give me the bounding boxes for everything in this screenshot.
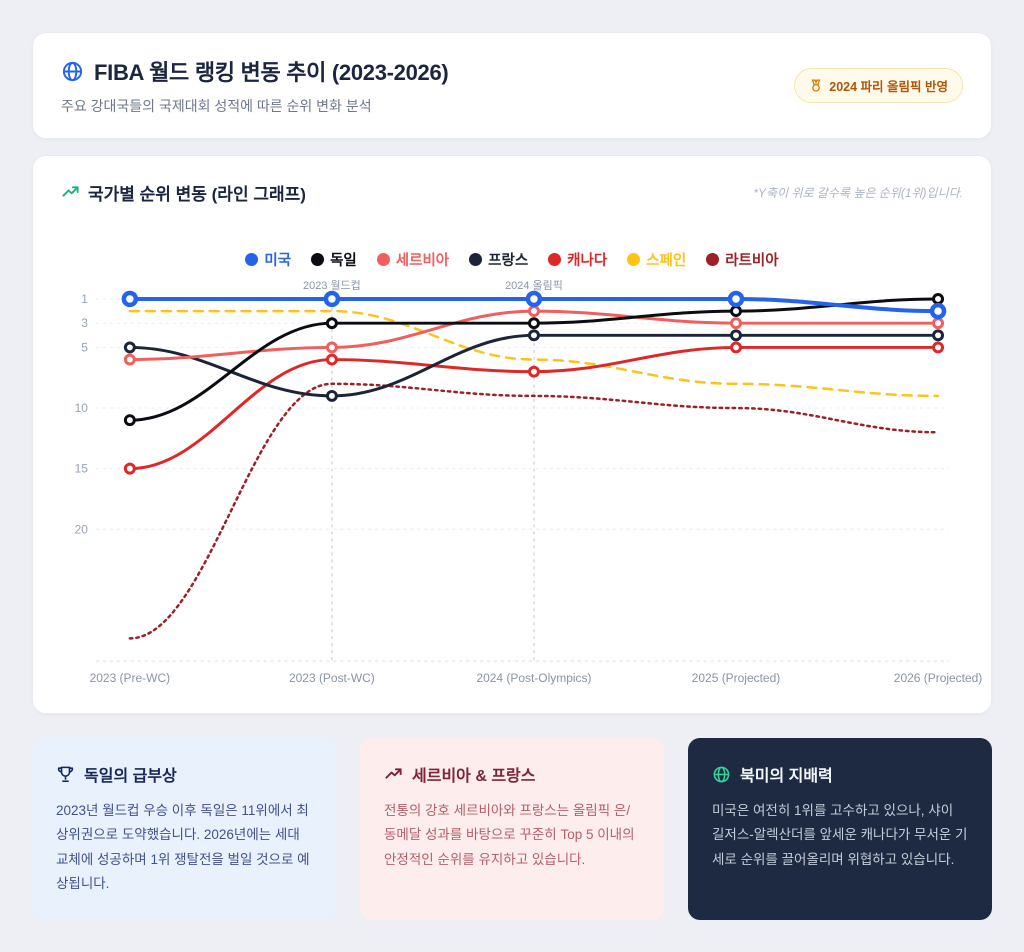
data-point[interactable] xyxy=(525,290,543,308)
y-tick-label: 15 xyxy=(75,462,89,476)
ranking-line-chart: 1 3 5 10 15 20 2023 월드컵 2024 올림픽 2023 (Pre-WC) 20… xyxy=(75,279,983,685)
data-point[interactable] xyxy=(123,462,136,475)
data-point[interactable] xyxy=(527,365,540,378)
data-point[interactable] xyxy=(325,317,338,330)
data-point[interactable] xyxy=(325,389,338,402)
y-tick-label: 10 xyxy=(75,401,89,415)
globe-icon xyxy=(61,60,84,83)
data-point[interactable] xyxy=(730,305,742,318)
data-point[interactable] xyxy=(123,414,136,427)
legend-dot xyxy=(469,253,483,266)
insight-body: 미국은 여전히 1위를 고수하고 있으나, 샤이 길저스-알렉산더를 앞세운 캐… xyxy=(712,803,968,867)
insight-title: 세르비아 & 프랑스 xyxy=(412,768,536,786)
legend-label: 세르비아 xyxy=(395,253,450,269)
legend-item-3[interactable]: 프랑스 xyxy=(469,249,528,270)
data-point[interactable] xyxy=(527,305,540,318)
legend-dot xyxy=(245,253,259,266)
insight-body: 전통의 강호 세르비아와 프랑스는 올림픽 은/동메달 성과를 바탕으로 꾸준히… xyxy=(384,803,635,867)
data-point[interactable] xyxy=(123,341,136,354)
header-card: FIBA 월드 랭킹 변동 추이 (2023-2026) 주요 강대국들의 국제… xyxy=(32,32,992,139)
y-tick-label: 20 xyxy=(75,522,89,536)
legend-dot xyxy=(627,253,641,266)
medal-icon xyxy=(809,79,823,93)
data-point[interactable] xyxy=(123,353,136,366)
legend-dot xyxy=(311,253,325,266)
data-point[interactable] xyxy=(527,329,540,342)
insight-title: 독일의 급부상 xyxy=(84,768,177,786)
x-tick-label: 2025 (Projected) xyxy=(692,671,781,685)
data-point[interactable] xyxy=(932,292,945,305)
data-point[interactable] xyxy=(932,341,945,354)
legend-item-1[interactable]: 독일 xyxy=(311,249,357,270)
legend-item-2[interactable]: 세르비아 xyxy=(376,249,450,270)
data-point[interactable] xyxy=(727,290,745,308)
series-line-5 xyxy=(128,309,940,398)
chart-card: 국가별 순위 변동 (라인 그래프) *Y축이 위로 갈수록 높은 순위(1위)… xyxy=(32,155,992,715)
data-point[interactable] xyxy=(323,290,341,308)
trend-up-icon xyxy=(61,183,80,202)
legend-dot xyxy=(706,253,720,266)
x-tick-label: 2023 (Pre-WC) xyxy=(90,671,170,685)
legend-item-6[interactable]: 라트비아 xyxy=(706,249,779,270)
trend-up-icon xyxy=(384,765,403,784)
legend-item-5[interactable]: 스페인 xyxy=(627,249,686,270)
data-point[interactable] xyxy=(325,341,338,354)
legend-label: 미국 xyxy=(264,253,292,269)
chart-legend: 미국 독일 세르비아 프랑스 캐나다 스페인 라트비아 xyxy=(61,249,963,270)
chart-section-title: 국가별 순위 변동 (라인 그래프) xyxy=(61,180,306,205)
header-text: FIBA 월드 랭킹 변동 추이 (2023-2026) 주요 강대국들의 국제… xyxy=(61,55,449,116)
page-title: FIBA 월드 랭킹 변동 추이 (2023-2026) xyxy=(94,60,449,85)
data-point[interactable] xyxy=(932,329,945,342)
olympics-badge: 2024 파리 올림픽 반영 xyxy=(794,68,963,103)
globe-icon xyxy=(712,765,731,784)
y-tick-label: 1 xyxy=(81,292,88,306)
badge-label: 2024 파리 올림픽 반영 xyxy=(829,80,948,94)
chart-title-label: 국가별 순위 변동 (라인 그래프) xyxy=(88,185,306,204)
data-point[interactable] xyxy=(730,329,742,342)
legend-item-0[interactable]: 미국 xyxy=(245,249,291,270)
data-point[interactable] xyxy=(730,317,742,330)
legend-label: 스페인 xyxy=(646,253,687,269)
legend-label: 라트비아 xyxy=(725,253,779,269)
data-point[interactable] xyxy=(527,317,540,330)
event-label: 2024 올림픽 xyxy=(505,279,563,292)
data-point[interactable] xyxy=(929,302,947,320)
insight-body: 2023년 월드컵 우승 이후 독일은 11위에서 최상위권으로 도약했습니다.… xyxy=(56,803,310,891)
data-point[interactable] xyxy=(730,341,742,354)
insight-card-germany: 독일의 급부상 2023년 월드컵 우승 이후 독일은 11위에서 최상위권으로… xyxy=(32,738,336,921)
page-subtitle: 주요 강대국들의 국제대회 성적에 따른 순위 변화 분석 xyxy=(61,98,372,114)
insight-card-north-america: 북미의 지배력 미국은 여전히 1위를 고수하고 있으나, 샤이 길저스-알렉산… xyxy=(688,738,992,921)
data-point[interactable] xyxy=(121,290,139,308)
legend-label: 캐나다 xyxy=(567,253,608,269)
axis-note: *Y축이 위로 갈수록 높은 순위(1위)입니다. xyxy=(753,186,963,200)
legend-item-4[interactable]: 캐나다 xyxy=(548,249,607,270)
insight-card-serbia-france: 세르비아 & 프랑스 전통의 강호 세르비아와 프랑스는 올림픽 은/동메달 성… xyxy=(360,738,664,921)
x-tick-label: 2023 (Post-WC) xyxy=(289,671,375,685)
data-point[interactable] xyxy=(325,353,338,366)
insight-cards: 독일의 급부상 2023년 월드컵 우승 이후 독일은 11위에서 최상위권으로… xyxy=(32,738,992,921)
y-tick-label: 5 xyxy=(81,340,88,354)
y-tick-label: 3 xyxy=(81,316,88,330)
x-tick-label: 2026 (Projected) xyxy=(894,671,983,685)
data-point[interactable] xyxy=(932,317,945,330)
legend-dot xyxy=(376,253,390,266)
legend-label: 독일 xyxy=(330,253,357,269)
x-tick-label: 2024 (Post-Olympics) xyxy=(476,671,591,685)
event-label: 2023 월드컵 xyxy=(303,279,361,292)
insight-title: 북미의 지배력 xyxy=(740,768,833,786)
legend-label: 프랑스 xyxy=(488,253,529,269)
legend-dot xyxy=(548,253,562,266)
trophy-icon xyxy=(56,765,75,784)
